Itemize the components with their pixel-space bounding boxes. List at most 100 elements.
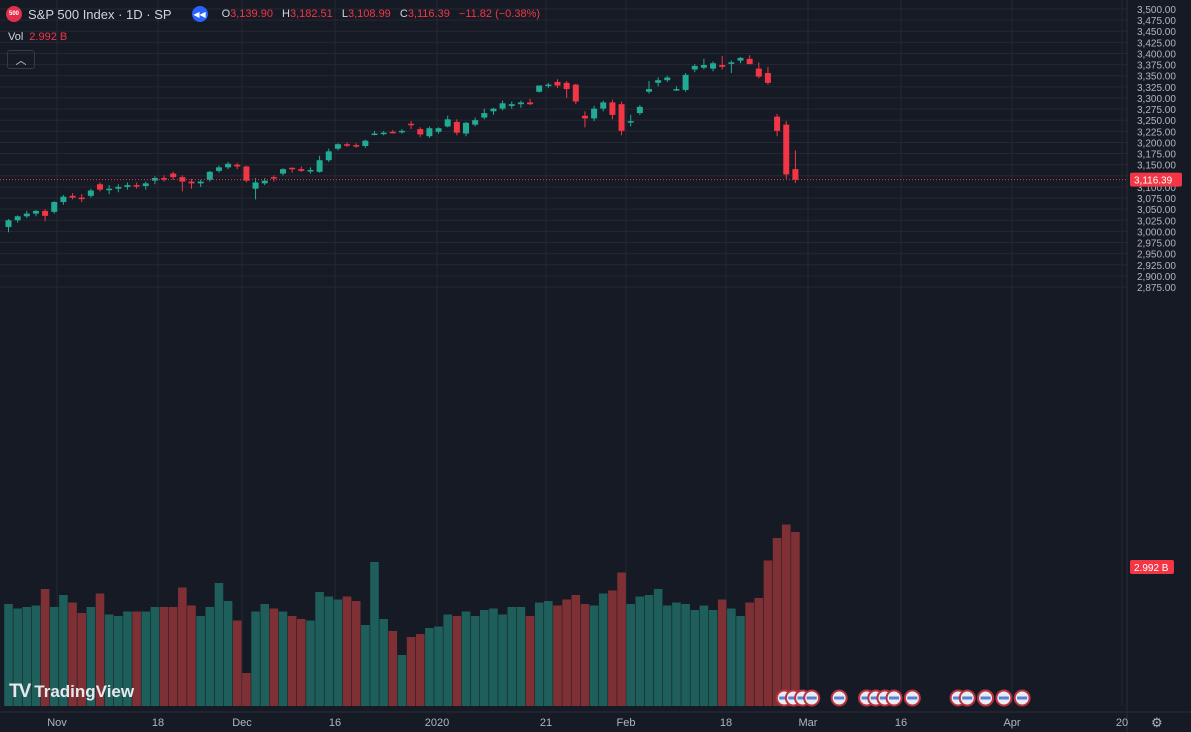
volume-bar (452, 616, 462, 706)
x-tick-label: 21 (540, 717, 552, 729)
y-tick-label: 3,350.00 (1137, 72, 1176, 83)
volume-bar (4, 604, 13, 706)
volume-bar (22, 607, 32, 706)
candle-body (545, 84, 552, 87)
volume-bar (196, 616, 205, 706)
x-tick-label: Nov (47, 717, 67, 729)
x-tick-label: Mar (799, 717, 818, 729)
candle-body (270, 177, 277, 179)
candle-body (179, 177, 186, 182)
candle-body (774, 116, 781, 131)
y-tick-label: 3,375.00 (1137, 61, 1176, 72)
candle-body (655, 80, 662, 83)
y-tick-label: 3,075.00 (1137, 194, 1176, 205)
y-tick-label: 3,225.00 (1137, 127, 1176, 138)
candle-body (23, 213, 30, 217)
candle-body (673, 89, 680, 91)
chart-header: 500 S&P 500 Index · 1D · SP ◀◀ O3,139.90… (6, 6, 540, 22)
volume-bar (470, 616, 480, 706)
volume-bar (626, 604, 635, 706)
volume-bar (608, 590, 617, 706)
volume-bar (791, 532, 800, 706)
candle-body (435, 128, 442, 132)
candle-body (389, 131, 396, 134)
volume-bar (95, 593, 105, 706)
candle-body (408, 123, 415, 126)
sp500-logo-icon: 500 (6, 6, 22, 22)
candle-body (42, 210, 49, 216)
volume-bar (516, 607, 526, 706)
candle-body (161, 178, 168, 180)
candle-body (618, 104, 625, 131)
volume-bar (141, 611, 151, 706)
candle-body (261, 180, 268, 184)
y-tick-label: 3,425.00 (1137, 38, 1176, 49)
volume-bar (461, 611, 471, 706)
y-tick-label: 3,300.00 (1137, 94, 1176, 105)
candle-body (298, 169, 305, 171)
candle-body (591, 108, 598, 119)
volume-bar (260, 604, 269, 706)
last-price-label: 3,116.39 (1134, 176, 1173, 187)
candle-body (417, 129, 424, 135)
candle-body (252, 182, 259, 189)
open-value: 3,139.90 (230, 8, 273, 20)
volume-bar (745, 602, 754, 706)
gear-icon[interactable]: ⚙ (1151, 715, 1163, 730)
volume-bar (388, 631, 398, 706)
y-tick-label: 2,900.00 (1137, 272, 1176, 283)
candle-body (563, 82, 570, 90)
volume-bar (104, 614, 114, 706)
candle-body (5, 220, 12, 227)
candle-body (508, 104, 515, 106)
tradingview-mark-icon: TV (9, 681, 31, 702)
candle-body (87, 190, 94, 196)
candle-body (490, 108, 497, 112)
candle-body (728, 62, 735, 64)
volume-bar (150, 607, 160, 706)
candle-body (280, 169, 286, 174)
candle-body (481, 113, 488, 118)
symbol-title[interactable]: S&P 500 Index · 1D · SP (28, 6, 172, 22)
volume-bar (232, 620, 242, 706)
x-tick-label: 20 (1116, 717, 1128, 729)
close-value: 3,116.39 (407, 8, 450, 20)
volume-bar (717, 599, 727, 706)
collapse-legend-button[interactable]: ︿ (7, 50, 35, 69)
volume-bar (736, 616, 745, 706)
volume-bar (580, 604, 590, 706)
volume-bar (699, 605, 709, 706)
candle-body (691, 65, 698, 70)
tradingview-logo[interactable]: TV TradingView (9, 681, 134, 703)
candle-body (362, 140, 369, 146)
volume-bar (297, 619, 306, 706)
candle-body (737, 57, 744, 61)
open-label: O (221, 8, 231, 20)
volume-bar (763, 560, 773, 706)
candle-body (636, 106, 643, 114)
candle-body (472, 120, 479, 125)
volume-bar (562, 599, 571, 706)
y-tick-label: 3,200.00 (1137, 138, 1176, 149)
candle-body (69, 195, 76, 198)
y-tick-label: 2,950.00 (1137, 250, 1176, 261)
y-tick-label: 3,450.00 (1137, 27, 1176, 38)
candle-body (426, 128, 433, 137)
volume-bar (690, 610, 700, 706)
candle-body (344, 144, 351, 146)
candle-body (353, 145, 360, 147)
rewind-icon[interactable]: ◀◀ (191, 6, 208, 22)
volume-bar (123, 611, 132, 706)
volume-bar (397, 655, 407, 706)
volume-bar (415, 634, 425, 706)
x-tick-label: 2020 (425, 717, 449, 729)
y-tick-label: 3,275.00 (1137, 105, 1176, 116)
candle-body (316, 160, 323, 172)
candle-body (206, 171, 213, 180)
high-value: 3,182.51 (289, 8, 333, 20)
candle-body (682, 74, 689, 90)
volume-bar (598, 593, 608, 706)
volume-bar (86, 607, 96, 706)
volume-bar (525, 616, 535, 706)
